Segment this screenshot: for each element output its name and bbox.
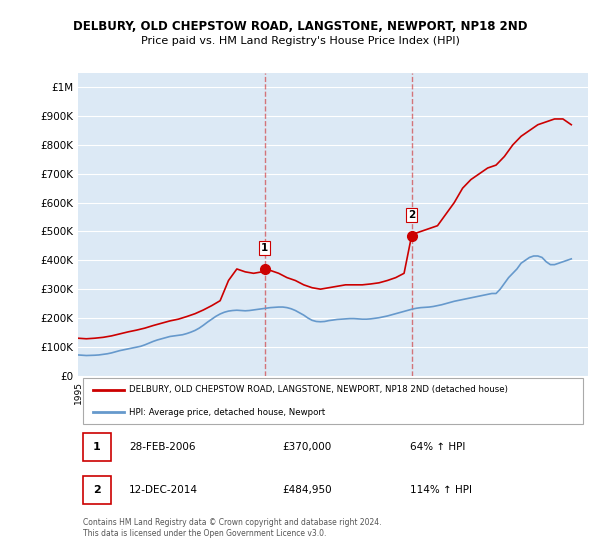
Text: £484,950: £484,950	[282, 485, 332, 495]
Text: 64% ↑ HPI: 64% ↑ HPI	[409, 441, 465, 451]
Text: £370,000: £370,000	[282, 441, 331, 451]
Text: Contains HM Land Registry data © Crown copyright and database right 2024.
This d: Contains HM Land Registry data © Crown c…	[83, 518, 382, 538]
Text: 2: 2	[93, 485, 101, 495]
Text: HPI: Average price, detached house, Newport: HPI: Average price, detached house, Newp…	[129, 408, 325, 417]
FancyBboxPatch shape	[83, 433, 111, 461]
Text: Price paid vs. HM Land Registry's House Price Index (HPI): Price paid vs. HM Land Registry's House …	[140, 36, 460, 46]
Text: 1: 1	[261, 243, 268, 253]
Text: 1: 1	[93, 441, 101, 451]
Text: 12-DEC-2014: 12-DEC-2014	[129, 485, 198, 495]
Text: 28-FEB-2006: 28-FEB-2006	[129, 441, 196, 451]
Text: 114% ↑ HPI: 114% ↑ HPI	[409, 485, 472, 495]
Text: DELBURY, OLD CHEPSTOW ROAD, LANGSTONE, NEWPORT, NP18 2ND: DELBURY, OLD CHEPSTOW ROAD, LANGSTONE, N…	[73, 20, 527, 32]
Text: 2: 2	[408, 210, 415, 220]
FancyBboxPatch shape	[83, 477, 111, 504]
Text: DELBURY, OLD CHEPSTOW ROAD, LANGSTONE, NEWPORT, NP18 2ND (detached house): DELBURY, OLD CHEPSTOW ROAD, LANGSTONE, N…	[129, 385, 508, 394]
FancyBboxPatch shape	[83, 378, 583, 424]
